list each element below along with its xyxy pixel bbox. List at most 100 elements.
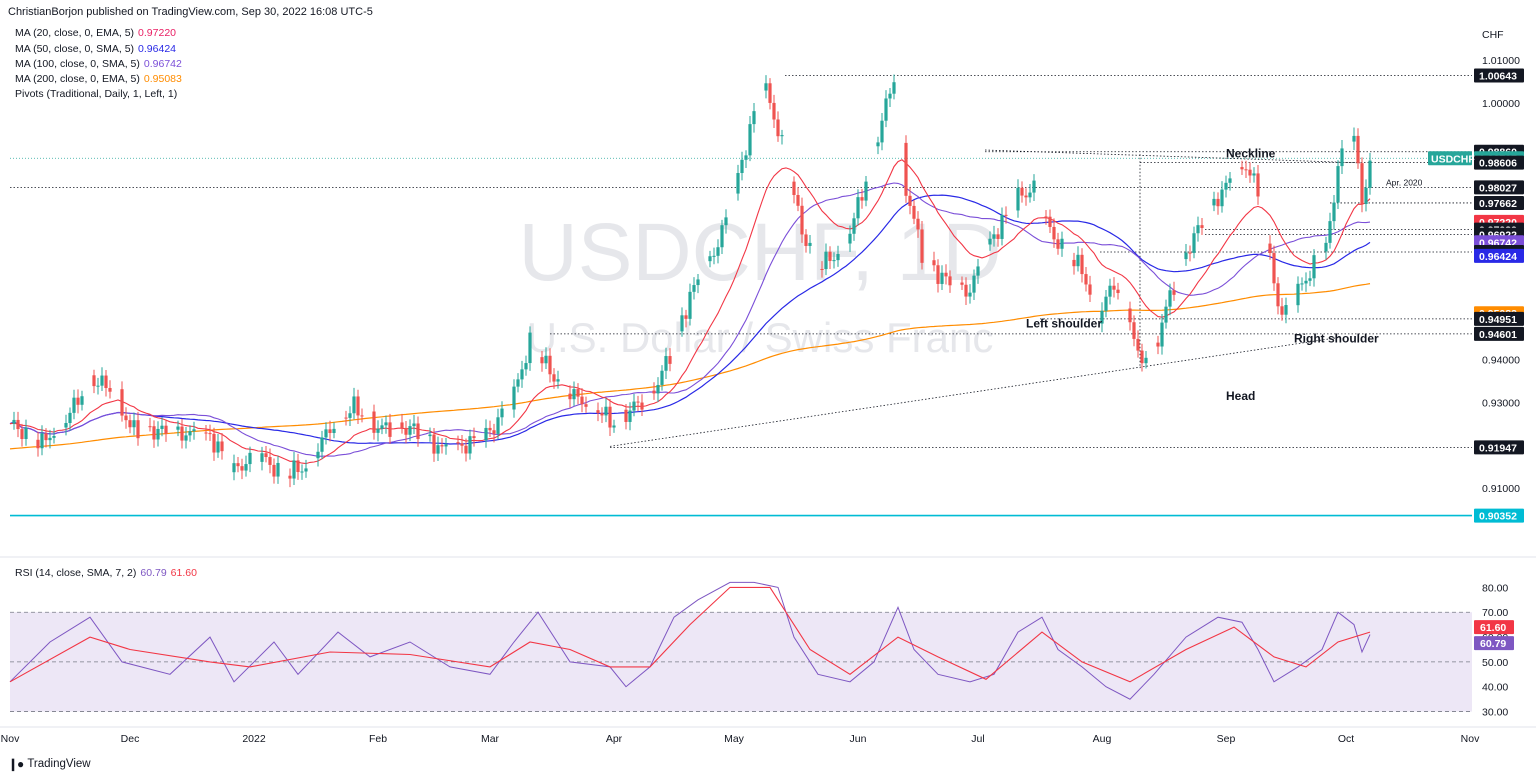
- candle-body: [64, 423, 68, 428]
- candle-body: [164, 425, 168, 434]
- x-tick-label: Apr: [606, 733, 623, 745]
- rsi-y-tick: 30.00: [1482, 707, 1508, 719]
- candle-body: [348, 413, 352, 418]
- candle-body: [76, 397, 80, 405]
- legend-ma200: MA (200, close, 0, EMA, 5) 0.95083: [15, 73, 182, 85]
- candle-body: [96, 385, 100, 387]
- candle-body: [1192, 233, 1196, 253]
- candle-body: [1088, 284, 1092, 295]
- candle-body: [1248, 169, 1252, 176]
- candle-body: [1004, 214, 1008, 216]
- y-tick-label: 0.94000: [1482, 355, 1520, 367]
- candle-body: [992, 234, 996, 239]
- candle-body: [192, 429, 196, 432]
- candle-body: [328, 429, 332, 433]
- candle-body: [512, 386, 516, 410]
- candle-body: [752, 111, 756, 125]
- x-tick-label: Jun: [850, 733, 867, 745]
- candle-body: [944, 272, 948, 277]
- candle-body: [668, 356, 672, 364]
- candle-body: [44, 433, 48, 441]
- candle-body: [804, 234, 808, 246]
- candle-body: [892, 82, 896, 94]
- y-tick-label: 0.93000: [1482, 397, 1520, 409]
- candle-body: [904, 142, 908, 196]
- candle-body: [720, 225, 724, 248]
- rsi-legend-value2: 61.60: [170, 567, 197, 579]
- candle-body: [584, 404, 588, 407]
- x-tick-label: Oct: [1338, 733, 1354, 745]
- annotation-label: Right shoulder: [1294, 331, 1379, 345]
- annotation-label: Neckline: [1226, 147, 1276, 161]
- ma20-line: [9, 159, 1371, 465]
- symbol-badge: [1428, 151, 1472, 166]
- candle-body: [596, 410, 600, 414]
- candle-body: [624, 409, 628, 422]
- x-tick-label: Nov: [1, 733, 20, 745]
- candle-body: [416, 423, 420, 439]
- candle-body: [828, 251, 832, 261]
- candle-body: [12, 419, 16, 424]
- candle-body: [976, 266, 980, 276]
- candle-body: [736, 173, 740, 194]
- ma100-line: [9, 182, 1371, 457]
- price-level-badge: [1474, 326, 1524, 341]
- candle-body: [888, 93, 892, 99]
- candle-body: [552, 374, 556, 382]
- x-tick-label: Mar: [481, 733, 500, 745]
- candle-body: [152, 426, 156, 440]
- candle-body: [1364, 187, 1368, 205]
- candle-body: [1020, 187, 1024, 196]
- legend-ma50-value: 0.96424: [138, 43, 177, 55]
- candle-body: [208, 433, 212, 435]
- candle-body: [680, 315, 684, 332]
- candle-body: [472, 436, 476, 439]
- candle-body: [236, 463, 240, 467]
- x-tick-label: 2022: [242, 733, 266, 745]
- candle-body: [1160, 322, 1164, 347]
- candle-body: [1224, 182, 1228, 190]
- candle-body: [380, 425, 384, 429]
- candle-body: [428, 434, 432, 437]
- candle-body: [716, 247, 720, 256]
- candle-body: [1196, 225, 1200, 234]
- watermark-symbol: USDCHF, 1D: [519, 207, 1002, 298]
- rsi-line: [9, 581, 1371, 700]
- rsi-y-tick: 70.00: [1482, 607, 1508, 619]
- price-level-label: 0.97662: [1479, 198, 1517, 210]
- candle-body: [384, 422, 388, 426]
- candle-body: [640, 402, 644, 410]
- candle-body: [412, 423, 416, 427]
- candle-body: [1328, 221, 1332, 243]
- candle-body: [780, 135, 784, 137]
- candle-body: [148, 426, 152, 428]
- candle-body: [948, 276, 952, 286]
- candle-body: [796, 195, 800, 206]
- candle-body: [288, 475, 292, 479]
- rsi-y-tick: 40.00: [1482, 682, 1508, 694]
- x-tick-label: Aug: [1093, 733, 1112, 745]
- candle-body: [740, 159, 744, 174]
- candle-body: [996, 234, 1000, 239]
- candle-body: [1200, 225, 1204, 228]
- candle-body: [16, 419, 20, 430]
- candle-body: [132, 420, 136, 428]
- candle-body: [1072, 259, 1076, 267]
- candle-body: [556, 379, 560, 382]
- legend-ma200-value: 0.95083: [143, 73, 182, 85]
- tradingview-logo[interactable]: ❙● TradingView: [8, 757, 91, 771]
- candle-body: [120, 389, 124, 416]
- candle-body: [632, 401, 636, 411]
- tradingview-logo-icon: ❙●: [8, 757, 24, 771]
- candle-body: [80, 396, 84, 405]
- legend-ma20-label: MA (20, close, 0, EMA, 5): [15, 27, 135, 39]
- candle-body: [184, 435, 188, 441]
- candle-body: [20, 429, 24, 440]
- price-level-label: 0.94951: [1479, 314, 1517, 326]
- candle-body: [1136, 338, 1140, 351]
- watermark-name: U.S. Dollar / Swiss Franc: [527, 314, 994, 361]
- candle-body: [684, 315, 688, 319]
- rsi-legend-label: RSI (14, close, SMA, 7, 2): [15, 567, 137, 579]
- annotation-label: Head: [1226, 389, 1255, 403]
